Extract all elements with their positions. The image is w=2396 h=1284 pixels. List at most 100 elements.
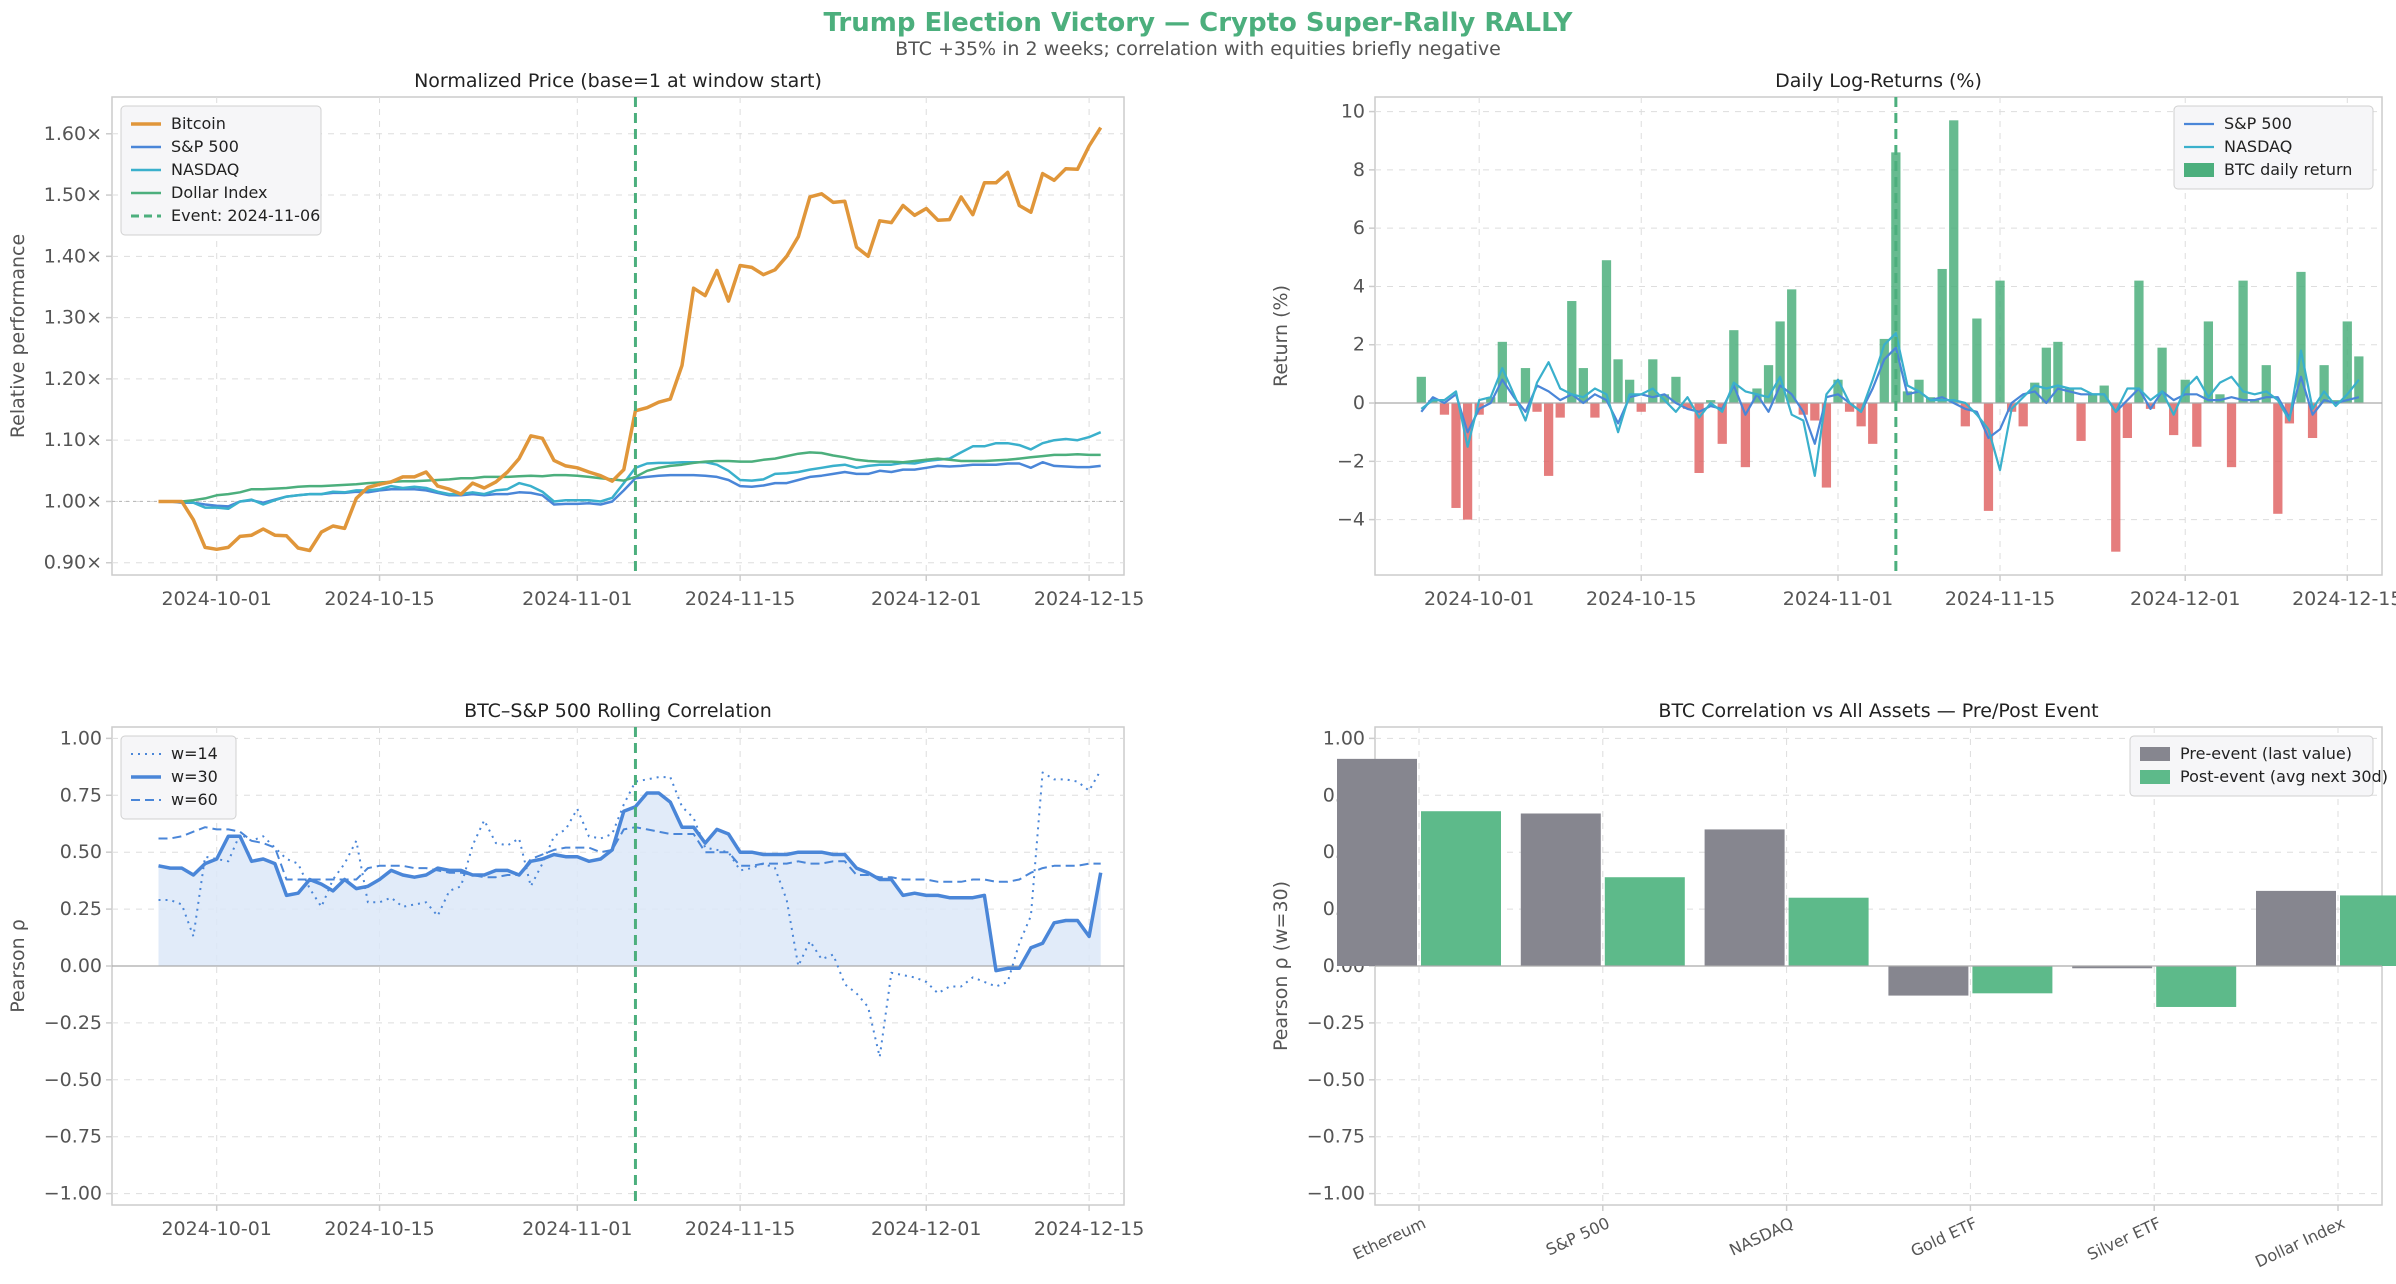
y-tick-label: 1.00	[1323, 727, 1365, 749]
bar-post-event	[1604, 877, 1685, 966]
y-tick-label: 0.75	[60, 784, 102, 806]
series-line-bitcoin	[158, 126, 1103, 553]
legend-box	[2173, 105, 2374, 190]
y-tick-label: 10	[1341, 101, 1365, 123]
btc-return-bar	[2018, 403, 2028, 427]
btc-return-bar	[1729, 330, 1739, 404]
btc-return-bar	[1717, 403, 1727, 444]
btc-return-bar	[2053, 341, 2063, 404]
x-tick-label: 2024-11-15	[685, 1218, 795, 1240]
btc-return-bar	[2111, 403, 2121, 552]
bar-post-event	[1788, 897, 1869, 966]
btc-return-bar	[2342, 321, 2352, 404]
btc-return-bar	[2180, 379, 2190, 404]
btc-return-bar	[1787, 289, 1797, 404]
x-tick-label: 2024-10-15	[1586, 588, 1696, 610]
y-tick-label: 2	[1353, 334, 1365, 356]
series-line-dollar-index	[158, 451, 1101, 503]
legend-label: S&P 500	[171, 137, 239, 156]
btc-return-bar	[2157, 347, 2167, 404]
y-axis-label: Pearson ρ	[7, 919, 29, 1013]
btc-return-bar	[1798, 403, 1808, 415]
returns-chart-panel: −4 −2 0 2 4 6 8 10 2024-10-01 2024-10-15 2024-11-0…	[1270, 70, 2396, 610]
category-label: S&P 500	[1543, 1213, 1613, 1259]
btc-return-bar	[2088, 394, 2098, 404]
btc-return-bar	[1856, 403, 1866, 427]
btc-return-bar	[2261, 365, 2271, 404]
legend-label: NASDAQ	[2224, 137, 2292, 156]
legend-label: Pre-event (last value)	[2180, 744, 2352, 763]
btc-return-bar	[1671, 376, 1681, 404]
category-label: Dollar Index	[2252, 1213, 2348, 1271]
series-line-w-14	[158, 769, 1102, 1058]
btc-return-bar	[1937, 268, 1947, 404]
y-tick-label: −0.50	[44, 1069, 102, 1091]
bar-pre-event	[1520, 813, 1601, 966]
bar-post-event	[1972, 966, 2053, 994]
btc-return-bar	[1949, 120, 1959, 404]
legend-box	[2129, 735, 2374, 797]
btc-return-bar	[1868, 403, 1878, 444]
btc-return-bar	[2203, 321, 2214, 404]
series-line-nasdaq	[1420, 332, 2360, 477]
y-tick-label: 0	[1353, 392, 1365, 414]
y-tick-label: 4	[1353, 275, 1365, 297]
btc-return-bar	[2192, 403, 2202, 447]
legend-label: S&P 500	[2224, 114, 2292, 133]
y-tick-label: 0.25	[60, 898, 102, 920]
btc-return-bar	[1821, 403, 1832, 488]
btc-return-bar	[2331, 400, 2341, 404]
x-tick-label: 2024-12-01	[871, 1218, 981, 1240]
correlation-fill-area	[158, 793, 1101, 971]
panel-title: BTC–S&P 500 Rolling Correlation	[464, 700, 772, 722]
y-tick-label: 0.50	[60, 841, 102, 863]
btc-return-bar	[2307, 403, 2318, 439]
x-tick-label: 2024-12-01	[871, 588, 981, 610]
btc-return-bar	[1497, 341, 1507, 404]
bar-post-event	[2340, 895, 2396, 966]
panel-title: Daily Log-Returns (%)	[1775, 70, 1982, 92]
btc-return-bar	[1462, 403, 1473, 520]
x-tick-label: 2024-11-01	[522, 588, 632, 610]
btc-return-bar	[1775, 321, 1785, 404]
legend-label: Post-event (avg next 30d)	[2180, 767, 2388, 786]
x-tick-label: 2024-11-01	[1783, 588, 1893, 610]
btc-return-bar	[1682, 403, 1693, 409]
x-tick-label: 2024-11-01	[522, 1218, 632, 1240]
x-tick-label: 2024-10-15	[324, 588, 434, 610]
y-tick-label: −0.25	[44, 1012, 102, 1034]
btc-return-bar	[2076, 403, 2086, 441]
y-tick-label: 1.10×	[44, 429, 102, 451]
y-tick-label: −0.75	[44, 1126, 102, 1148]
btc-return-bar	[1763, 365, 1774, 404]
y-tick-label: −0.25	[1307, 1012, 1365, 1034]
btc-return-bar	[2250, 400, 2260, 404]
btc-return-bar	[1451, 403, 1461, 508]
btc-return-bar	[1694, 403, 1704, 473]
btc-return-bar	[2122, 403, 2132, 439]
legend-label: NASDAQ	[171, 160, 239, 179]
legend-swatch	[2140, 770, 2170, 784]
btc-return-bar	[1439, 403, 1450, 415]
btc-return-bar	[2238, 280, 2248, 404]
bar-pre-event	[2256, 890, 2336, 966]
y-axis-label: Relative performance	[7, 234, 29, 438]
legend-label: w=60	[171, 790, 218, 809]
btc-return-bar	[1601, 260, 1612, 404]
btc-return-bar	[2319, 365, 2329, 404]
btc-return-bar	[1532, 403, 1542, 412]
btc-return-bar	[2284, 403, 2295, 424]
legend-box	[120, 105, 322, 236]
btc-return-bar	[1428, 400, 1438, 404]
legend-label: Event: 2024-11-06	[171, 206, 320, 225]
category-label: Gold ETF	[1908, 1213, 1980, 1260]
legend-swatch	[2184, 163, 2214, 177]
btc-return-bar	[1567, 301, 1577, 404]
series-line-s-p-500	[1420, 346, 2360, 445]
btc-return-bar	[1555, 403, 1565, 418]
y-tick-label: 8	[1353, 159, 1365, 181]
y-tick-label: 1.40×	[44, 245, 102, 267]
btc-return-bar	[1833, 379, 1843, 404]
y-tick-label: −1.00	[44, 1183, 102, 1205]
